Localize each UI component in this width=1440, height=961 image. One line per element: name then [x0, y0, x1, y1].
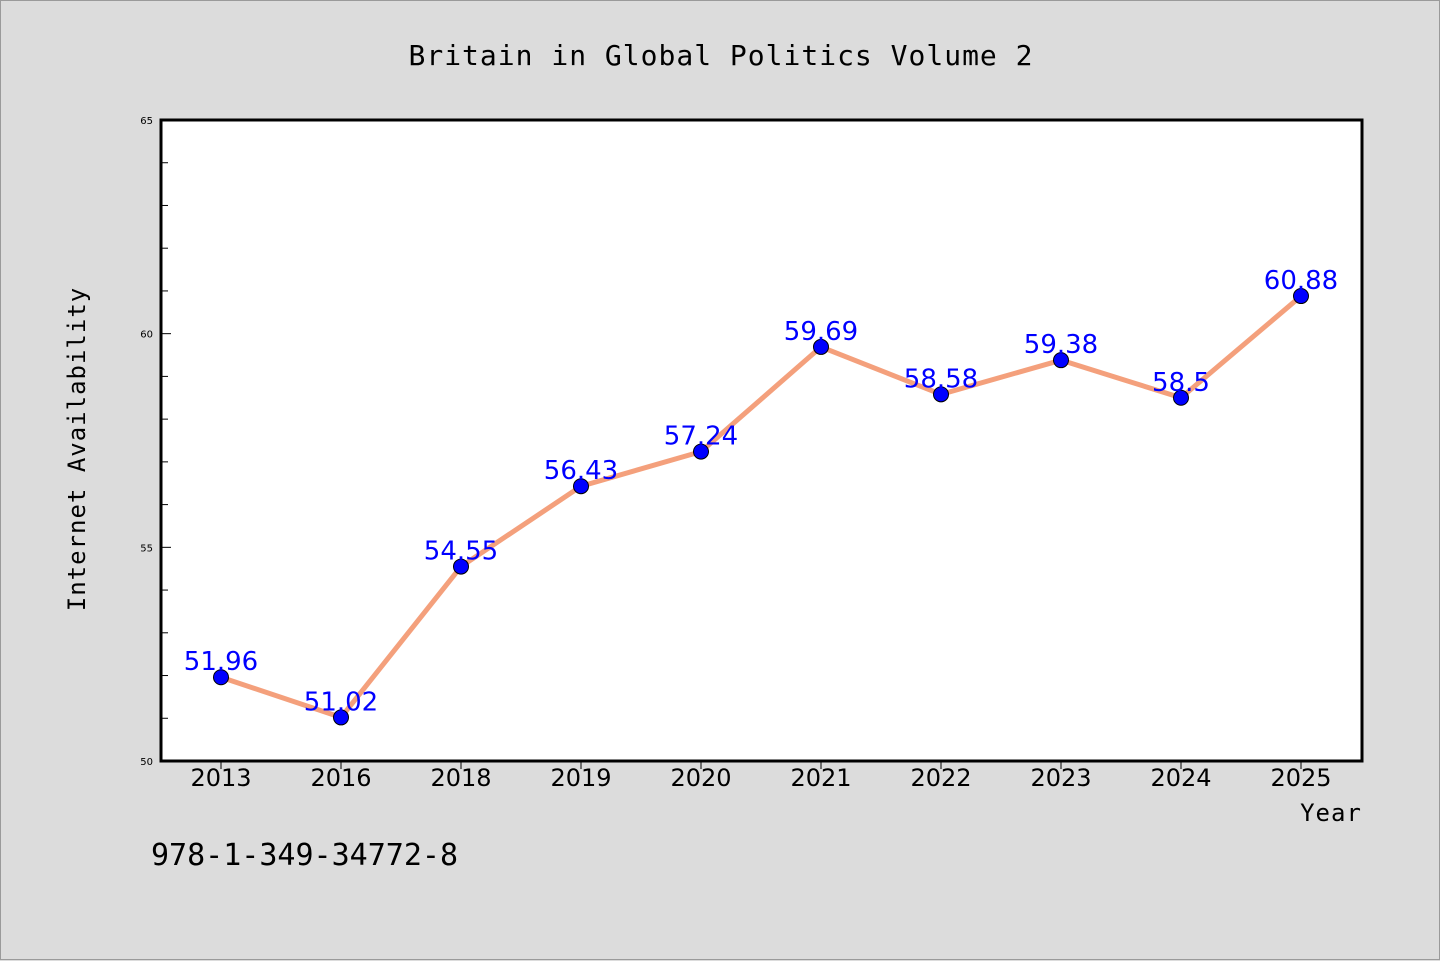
- plot-area: [159, 118, 1364, 763]
- data-point: [213, 669, 229, 686]
- data-label: 59.38: [1024, 330, 1098, 360]
- data-point: [453, 558, 469, 575]
- data-label: 59.69: [784, 317, 858, 347]
- data-point: [1053, 352, 1069, 369]
- isbn-text: 978-1-349-34772-8: [151, 838, 458, 873]
- data-label: 54.55: [424, 537, 498, 567]
- data-label: 57.24: [664, 422, 738, 452]
- series-line: [220, 294, 1303, 720]
- data-point: [1293, 288, 1309, 305]
- data-point: [333, 709, 349, 726]
- x-tick-label: 2013: [190, 764, 251, 792]
- x-axis-label: Year: [1300, 799, 1362, 827]
- x-tick-label: 2016: [310, 764, 371, 792]
- data-point: [573, 478, 589, 495]
- x-tick-label: 2020: [670, 764, 731, 792]
- chart-title: Britain in Global Politics Volume 2: [408, 39, 1033, 72]
- data-label: 60.88: [1264, 266, 1338, 296]
- x-tick-label: 2024: [1150, 764, 1211, 792]
- x-tick-label: 2023: [1030, 764, 1091, 792]
- data-point: [693, 443, 709, 460]
- data-label: 56.43: [544, 456, 618, 486]
- y-axis: 50 55 60 65: [140, 116, 171, 768]
- data-point: [1173, 389, 1189, 406]
- y-axis-label: Internet Availability: [63, 287, 91, 611]
- x-tick-label: 2019: [550, 764, 611, 792]
- data-label: 51.02: [304, 687, 378, 717]
- x-tick-label: 2021: [790, 764, 851, 792]
- data-label: 58.5: [1152, 368, 1210, 398]
- x-tick-label: 2025: [1270, 764, 1331, 792]
- series-markers: [213, 288, 1309, 726]
- x-tick-label: 2018: [430, 764, 491, 792]
- y-tick-label: 50: [140, 757, 153, 768]
- y-tick-label: 55: [140, 543, 153, 554]
- data-label: 58.58: [904, 364, 978, 394]
- y-tick-label: 65: [140, 116, 153, 127]
- x-tick-label: 2022: [910, 764, 971, 792]
- data-label: 51.96: [184, 647, 258, 677]
- data-labels: 51.96 51.02 54.55 56.43 57.24 59.69 58.58 59.38…: [184, 266, 1338, 717]
- x-axis: 2013 2016 2018 2019 2020 2021 2022 2023 2024 2025: [190, 761, 1332, 792]
- data-point: [813, 338, 829, 355]
- y-tick-label: 60: [140, 330, 153, 341]
- data-point: [933, 386, 949, 403]
